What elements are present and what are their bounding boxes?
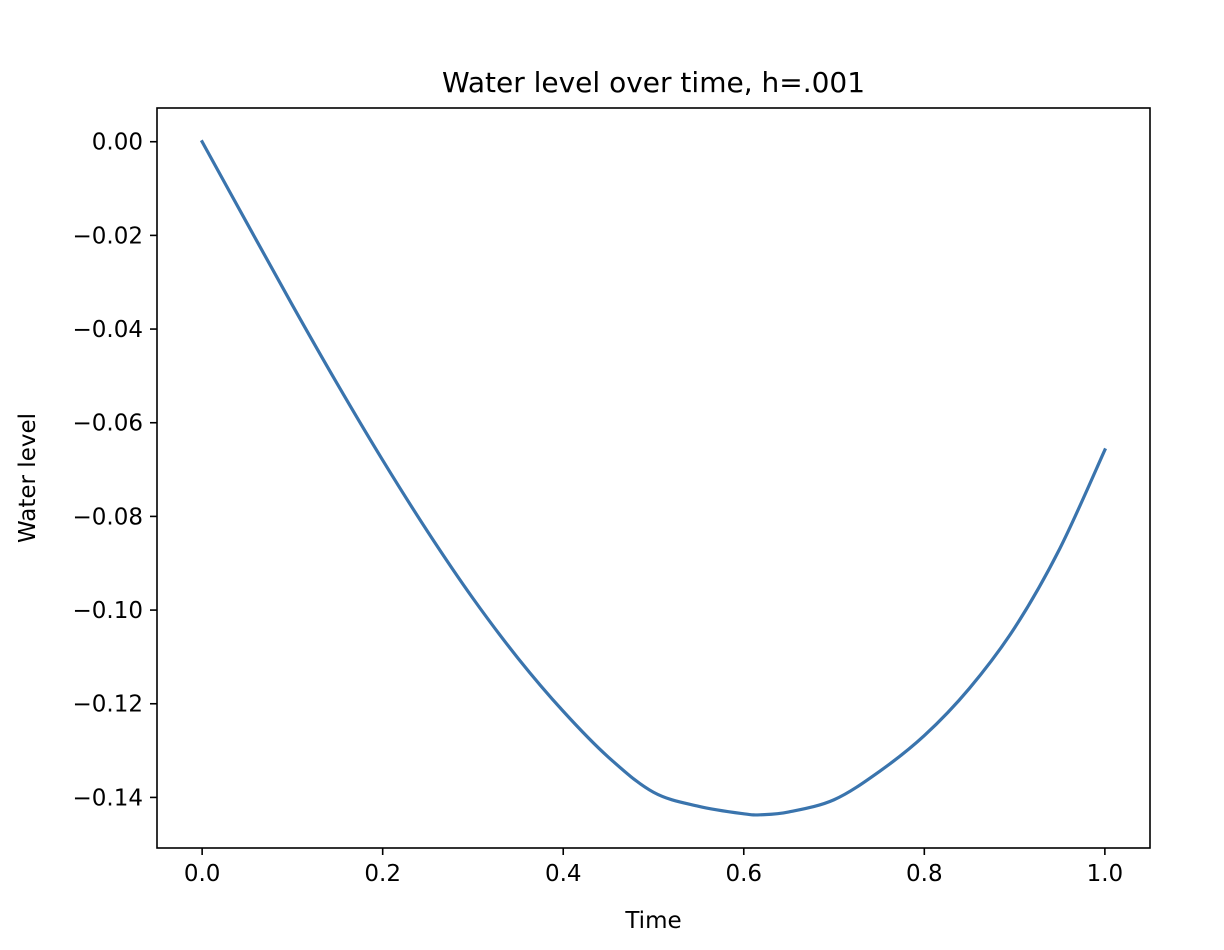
y-tick-label: −0.10	[73, 598, 143, 624]
axes-frame	[156, 107, 1151, 849]
x-tick-label: 0.8	[906, 861, 943, 887]
x-tick-label: 1.0	[1087, 861, 1124, 887]
y-tick-label: −0.12	[73, 692, 143, 718]
x-axis: 0.0 0.2 0.4 0.6 0.8 1.0	[184, 848, 1123, 887]
y-tick-label: −0.04	[73, 317, 143, 343]
x-tick-label: 0.2	[364, 861, 401, 887]
y-tick-label: −0.14	[73, 785, 143, 811]
chart-title: Water level over time, h=.001	[442, 66, 865, 99]
x-tick-label: 0.4	[545, 861, 582, 887]
y-axis-label: Water level	[15, 413, 41, 543]
x-axis-label: Time	[624, 908, 681, 934]
y-tick-label: −0.02	[73, 223, 143, 249]
y-tick-label: −0.08	[73, 504, 143, 530]
y-tick-label: 0.00	[92, 130, 143, 156]
x-tick-label: 0.0	[184, 861, 221, 887]
water-level-line	[199, 139, 1107, 817]
y-axis: 0.00 −0.02 −0.04 −0.06 −0.08 −0.10 −0.12 −0.14	[73, 130, 157, 811]
x-tick-label: 0.6	[725, 861, 762, 887]
plot-area	[199, 139, 1107, 817]
y-tick-label: −0.06	[73, 411, 143, 437]
